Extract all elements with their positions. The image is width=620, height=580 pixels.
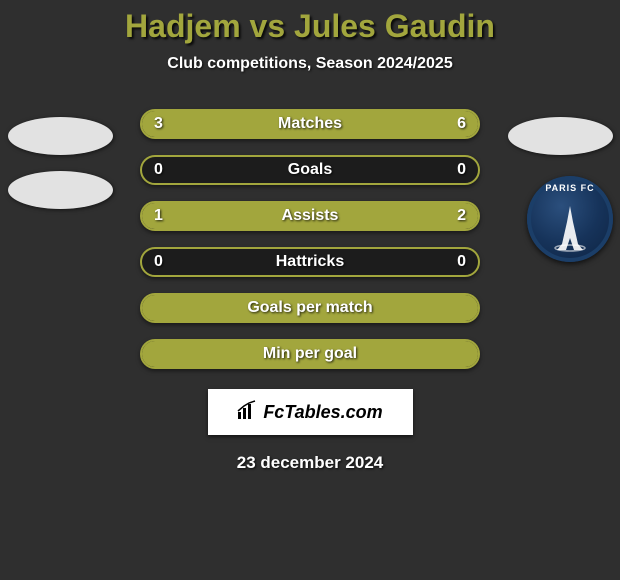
stat-row: Min per goal [0,331,620,377]
bar-fill-left [142,111,254,137]
fctables-badge[interactable]: FcTables.com [208,389,413,435]
stat-label: Hattricks [142,253,478,271]
stat-row: 0 0Goals [0,147,620,193]
stat-rows: 36Matches00Goals12Assists00HattricksGoal… [0,101,620,377]
stat-value-left: 0 [154,253,163,271]
date-label: 23 december 2024 [0,453,620,473]
bar-fill-right [254,203,478,229]
bar-fill-right [254,111,478,137]
stat-row: 0 0Hattricks [0,239,620,285]
stat-bar: Goals per match [140,293,480,323]
bar-fill-left [142,203,254,229]
fctables-label: FcTables.com [263,402,382,423]
bar-fill [142,341,478,367]
stat-row: Goals per match [0,285,620,331]
bar-fill [142,295,478,321]
page-subtitle: Club competitions, Season 2024/2025 [0,49,620,101]
stat-value-right: 0 [457,161,466,179]
stat-bar: Min per goal [140,339,480,369]
stat-bar: 12Assists [140,201,480,231]
stat-label: Goals [142,161,478,179]
page-title: Hadjem vs Jules Gaudin [0,2,620,49]
stat-value-left: 0 [154,161,163,179]
chart-icon [237,400,257,425]
stat-bar: 0 0Hattricks [140,247,480,277]
stat-bar: 36Matches [140,109,480,139]
stat-row: 36Matches [0,101,620,147]
stat-row: 12Assists [0,193,620,239]
stat-bar: 0 0Goals [140,155,480,185]
comparison-card: Hadjem vs Jules Gaudin Club competitions… [0,0,620,580]
stat-value-right: 0 [457,253,466,271]
